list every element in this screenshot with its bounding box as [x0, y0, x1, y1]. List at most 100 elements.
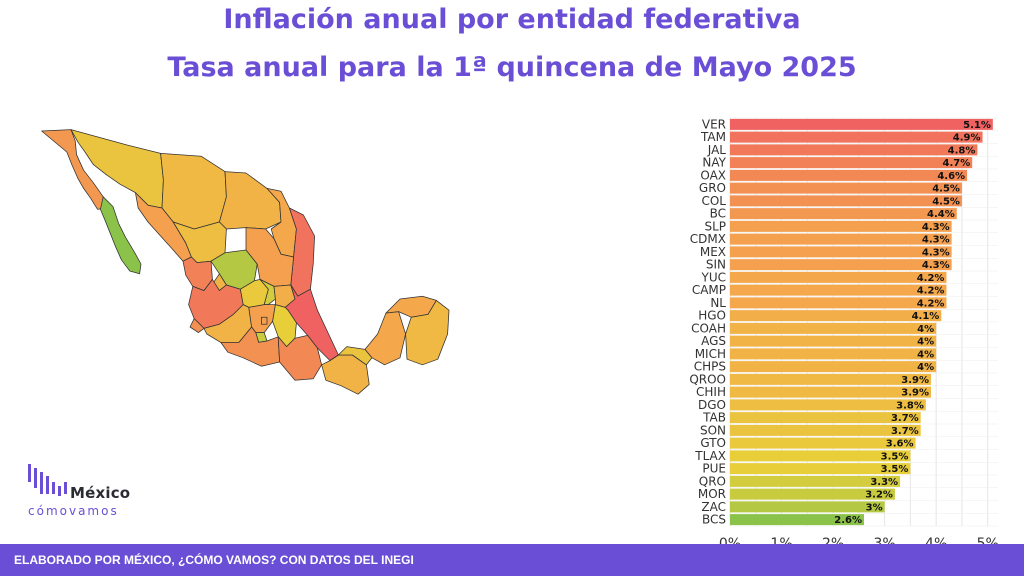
y-tick-label: TAB — [702, 411, 726, 425]
data-label: 3.9% — [901, 375, 929, 386]
y-tick-label: TAM — [700, 130, 726, 144]
bar-chart: VER 5.1% TAM 4.9% JAL 4.8% NAY 4.7% OAX 4.6% GRO 4.… — [689, 117, 998, 544]
y-tick-label: NL — [710, 296, 726, 310]
state-gro — [220, 326, 280, 367]
data-label: 3.2% — [865, 490, 893, 501]
data-label: 3.5% — [881, 451, 909, 462]
bar-zac — [730, 501, 885, 513]
bar-dgo — [730, 399, 926, 411]
bar-chps — [730, 361, 937, 373]
data-label: 4.3% — [922, 222, 950, 233]
data-label: 4.6% — [937, 171, 965, 182]
y-tick-label: GRO — [699, 181, 726, 195]
y-tick-label: CDMX — [690, 232, 726, 246]
y-tick-label: MICH — [695, 347, 726, 361]
footer-credit: ELABORADO POR MÉXICO, ¿CÓMO VAMOS? CON D… — [14, 553, 414, 567]
logo-text-mexico: México — [70, 484, 131, 502]
bar-gro — [730, 182, 962, 194]
data-label: 4.5% — [932, 184, 960, 195]
data-label: 4.1% — [912, 311, 940, 322]
chart-subtitle: Tasa anual para la 1ª quincena de Mayo 2… — [167, 52, 857, 83]
data-label: 4% — [917, 337, 934, 348]
bar-nl — [730, 297, 947, 309]
state-chih — [160, 153, 227, 230]
bar-jal — [730, 144, 978, 156]
state-col — [189, 318, 205, 333]
data-label: 4.5% — [932, 196, 960, 207]
data-label: 3.9% — [901, 388, 929, 399]
y-tick-label: GTO — [700, 436, 726, 450]
state-camp — [364, 311, 406, 366]
y-tick-label: CHPS — [694, 360, 726, 374]
data-label: 3.7% — [891, 413, 919, 424]
x-tick-label: 3% — [874, 536, 896, 544]
x-gridlines — [729, 117, 998, 527]
bar-oax — [730, 169, 968, 181]
bar-nay — [730, 157, 973, 169]
bar-pue — [730, 463, 911, 475]
y-tick-label: SON — [700, 423, 726, 437]
y-tick-label: ZAC — [701, 500, 726, 514]
bar-sin — [730, 259, 952, 271]
data-label: 2.6% — [834, 515, 862, 526]
y-tick-label: TLAX — [694, 449, 726, 463]
data-label: 4.2% — [917, 273, 945, 284]
bar-qroo — [730, 373, 931, 385]
state-bcs — [100, 196, 142, 275]
y-tick-label: JAL — [707, 143, 727, 157]
bar-yuc — [730, 271, 947, 283]
state-qroo — [405, 300, 450, 366]
bar-tab — [730, 412, 921, 424]
data-label: 5.1% — [963, 120, 991, 131]
bar-bc — [730, 208, 957, 220]
data-label: 4.4% — [927, 209, 955, 220]
bar-col — [730, 195, 962, 207]
data-label: 4.8% — [948, 145, 976, 156]
data-label: 4.3% — [922, 247, 950, 258]
y-tick-label: CAMP — [692, 283, 726, 297]
chart-title: Inflación anual por entidad federativa — [223, 4, 801, 35]
data-label: 4.3% — [922, 260, 950, 271]
bar-chih — [730, 386, 931, 398]
bar-tlax — [730, 450, 911, 462]
x-tick-label: 4% — [925, 536, 947, 544]
state-cdmx — [261, 316, 268, 325]
bar-qro — [730, 475, 901, 487]
y-tick-label: OAX — [700, 168, 726, 182]
bar-ags — [730, 335, 937, 347]
data-label: 4% — [917, 362, 934, 373]
y-tick-label: YUC — [701, 270, 727, 284]
data-label: 3.3% — [870, 477, 898, 488]
logo-text-como-vamos: cómovamos — [28, 504, 119, 518]
bar-camp — [730, 284, 947, 296]
y-tick-label: QROO — [689, 372, 726, 386]
data-label: 3.8% — [896, 400, 924, 411]
x-tick-label: 2% — [822, 536, 844, 544]
data-label: 4.3% — [922, 235, 950, 246]
data-label: 4.9% — [953, 133, 981, 144]
data-label: 4% — [917, 324, 934, 335]
x-tick-label: 1% — [770, 536, 792, 544]
y-tick-label: NAY — [702, 156, 726, 170]
mexico-como-vamos-logo: México cómovamos — [28, 460, 148, 520]
y-tick-label: PUE — [702, 462, 726, 476]
bar-mor — [730, 488, 895, 500]
y-tick-label: AGS — [701, 334, 726, 348]
bar-mex — [730, 246, 952, 258]
y-tick-label: QRO — [699, 474, 726, 488]
data-label: 3.7% — [891, 426, 919, 437]
mexico-map — [41, 129, 450, 395]
bar-slp — [730, 220, 952, 232]
bar-mich — [730, 348, 937, 360]
bar-coah — [730, 322, 937, 334]
data-label: 3.5% — [881, 464, 909, 475]
data-label: 3% — [866, 502, 883, 513]
y-tick-label: COL — [701, 194, 726, 208]
bar-cdmx — [730, 233, 952, 245]
bar-hgo — [730, 310, 942, 322]
y-tick-label: MOR — [698, 487, 726, 501]
y-tick-label: SIN — [706, 258, 726, 272]
y-tick-label: BC — [710, 207, 726, 221]
state-son — [70, 129, 164, 209]
data-label: 4% — [917, 349, 934, 360]
